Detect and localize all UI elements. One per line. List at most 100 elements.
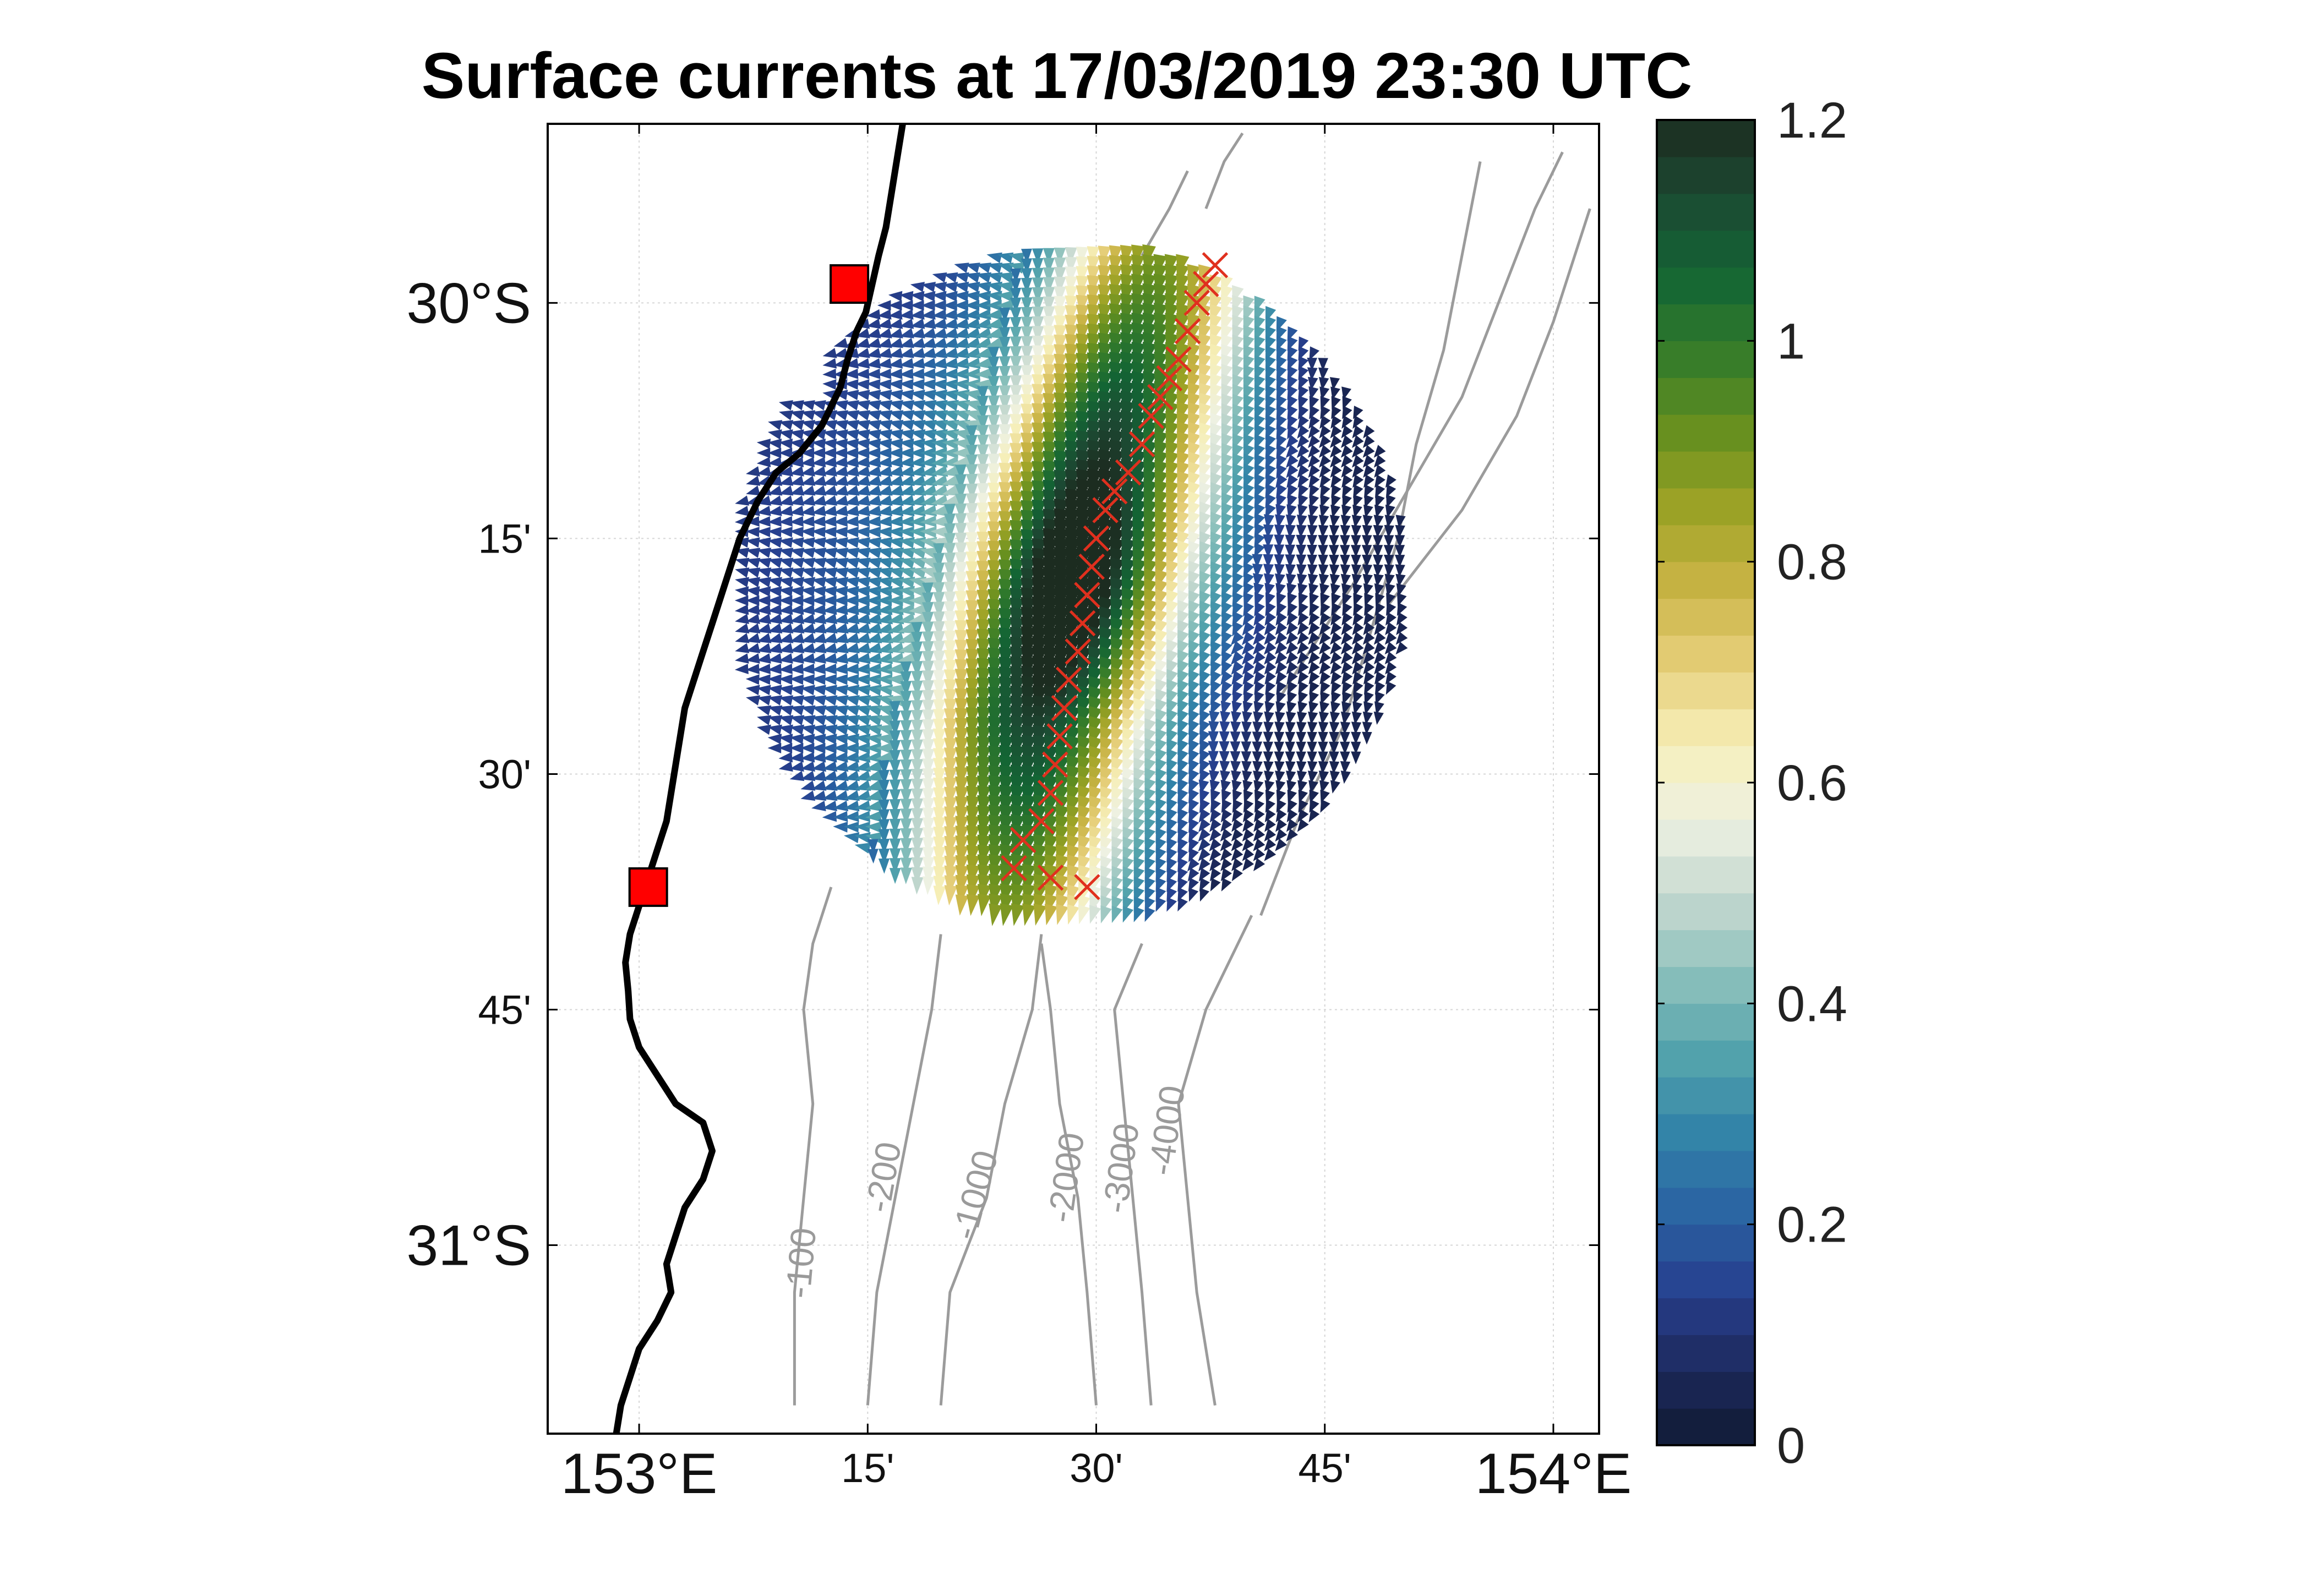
current-vector — [778, 586, 793, 597]
current-vector — [833, 567, 849, 578]
current-vector — [964, 291, 980, 302]
current-vector — [1309, 789, 1319, 804]
current-vector — [1363, 671, 1374, 685]
current-vector — [1340, 722, 1351, 735]
current-vector — [1252, 741, 1263, 755]
current-vector — [999, 434, 1012, 452]
current-vector — [976, 512, 990, 532]
current-vector — [778, 527, 793, 538]
current-vector — [909, 526, 926, 538]
current-vector — [1386, 494, 1396, 509]
contour-label: -2000 — [1040, 1130, 1092, 1225]
current-vector — [1361, 545, 1372, 558]
current-vector — [900, 691, 912, 707]
current-vector — [988, 453, 1000, 472]
current-vector — [855, 495, 871, 506]
current-vector — [1021, 248, 1032, 264]
current-vector — [922, 602, 934, 619]
current-vector — [1296, 731, 1306, 745]
current-vector — [941, 494, 960, 506]
current-vector — [789, 643, 805, 653]
current-vector — [865, 653, 882, 664]
map-frame — [547, 123, 1600, 1435]
current-vector — [735, 653, 749, 664]
current-vector — [954, 630, 968, 650]
current-vector — [1242, 818, 1254, 832]
current-vector — [844, 632, 860, 643]
current-vector — [898, 505, 915, 517]
current-vector — [1396, 583, 1406, 597]
current-vector — [866, 548, 882, 559]
current-vector — [1309, 494, 1319, 509]
current-vector — [944, 875, 958, 896]
current-vector — [900, 838, 912, 855]
current-vector — [844, 420, 859, 430]
current-vector — [865, 733, 882, 745]
current-vector — [866, 390, 881, 401]
current-vector — [887, 456, 903, 468]
colorbar-block — [1657, 378, 1755, 415]
current-vector — [822, 358, 837, 369]
current-vector — [922, 846, 935, 866]
current-vector — [1220, 868, 1232, 882]
current-vector — [1363, 464, 1375, 478]
current-vector — [975, 309, 991, 320]
current-vector — [922, 729, 935, 747]
current-vector — [746, 567, 761, 578]
current-vector — [910, 390, 925, 401]
current-vector — [944, 777, 957, 797]
current-vector — [1352, 631, 1364, 645]
current-vector — [1331, 396, 1341, 410]
current-vector — [789, 663, 804, 675]
current-vector — [1329, 770, 1340, 784]
current-vector — [1351, 555, 1361, 568]
current-vector — [1054, 305, 1067, 325]
current-vector — [811, 505, 826, 516]
current-vector — [854, 780, 871, 791]
current-vector — [932, 272, 947, 283]
current-vector — [1298, 385, 1309, 400]
current-vector — [1351, 731, 1361, 745]
current-vector — [811, 595, 826, 606]
current-vector — [899, 379, 914, 390]
current-vector — [932, 553, 945, 570]
current-vector — [898, 447, 914, 458]
current-vector — [910, 309, 925, 320]
current-vector — [1319, 631, 1331, 645]
current-vector — [1076, 285, 1089, 305]
current-vector — [943, 640, 957, 659]
current-vector — [1010, 268, 1021, 283]
current-vector — [1232, 808, 1243, 823]
current-vector — [909, 475, 926, 487]
current-vector — [735, 495, 750, 506]
current-vector — [800, 663, 815, 675]
current-vector — [988, 424, 1000, 442]
current-vector — [789, 695, 805, 706]
current-vector — [1353, 681, 1363, 695]
current-vector — [866, 328, 881, 338]
current-vector — [844, 429, 859, 440]
current-vector — [1330, 415, 1342, 429]
current-vector — [922, 827, 935, 846]
current-vector — [1373, 445, 1386, 458]
current-vector — [789, 633, 805, 643]
current-vector — [1396, 612, 1408, 626]
track-marker — [1092, 497, 1119, 523]
current-vector — [1252, 751, 1263, 764]
current-vector — [876, 557, 893, 569]
current-vector — [757, 633, 772, 643]
current-vector — [844, 832, 860, 843]
current-vector — [1076, 266, 1089, 286]
current-vector — [1242, 701, 1253, 715]
current-vector — [1384, 524, 1394, 538]
current-vector — [778, 429, 793, 440]
current-vector — [933, 817, 946, 837]
current-vector — [944, 885, 958, 906]
current-vector — [876, 733, 893, 745]
current-vector — [964, 299, 980, 311]
colorbar-tick-label: 0.8 — [1777, 534, 1847, 591]
current-vector — [911, 837, 924, 855]
current-vector — [976, 444, 989, 462]
current-vector — [898, 604, 915, 615]
current-vector — [854, 685, 871, 696]
